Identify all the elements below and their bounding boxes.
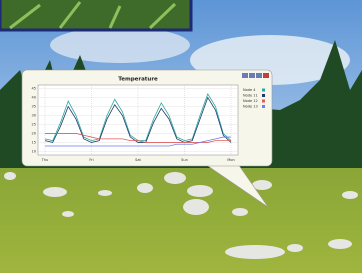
x-tick-label: Thu — [41, 158, 49, 162]
y-tick-label: 45 — [32, 87, 36, 91]
y-tick-label: 10 — [32, 149, 36, 153]
chart-title: Temperature — [118, 77, 158, 83]
legend-swatch — [262, 100, 265, 103]
y-tick-label: 20 — [32, 131, 36, 135]
legend-swatch — [262, 94, 265, 97]
legend-label: Node 13 — [243, 105, 258, 109]
scene: Temperature 10 15 20 25 30 35 40 45 Thu Fri Sat Sun… — [0, 0, 362, 273]
x-tick-label: Sat — [135, 158, 141, 162]
x-tick-label: Fri — [89, 158, 93, 162]
y-tick-label: 35 — [32, 105, 36, 109]
field — [0, 168, 362, 273]
y-tick-label: 30 — [32, 114, 36, 118]
y-tick-label: 25 — [32, 122, 36, 126]
legend-label: Node 4 — [243, 88, 256, 92]
y-tick-label: 15 — [32, 140, 36, 144]
x-tick-label: Mon — [227, 158, 234, 162]
legend-swatch — [262, 105, 265, 108]
legend-swatch — [262, 89, 265, 92]
x-tick-label: Sun — [181, 158, 188, 162]
legend-label: Node 11 — [243, 94, 258, 98]
legend-label: Node 12 — [243, 99, 258, 103]
cloud — [50, 27, 190, 63]
y-tick-label: 40 — [32, 96, 36, 100]
